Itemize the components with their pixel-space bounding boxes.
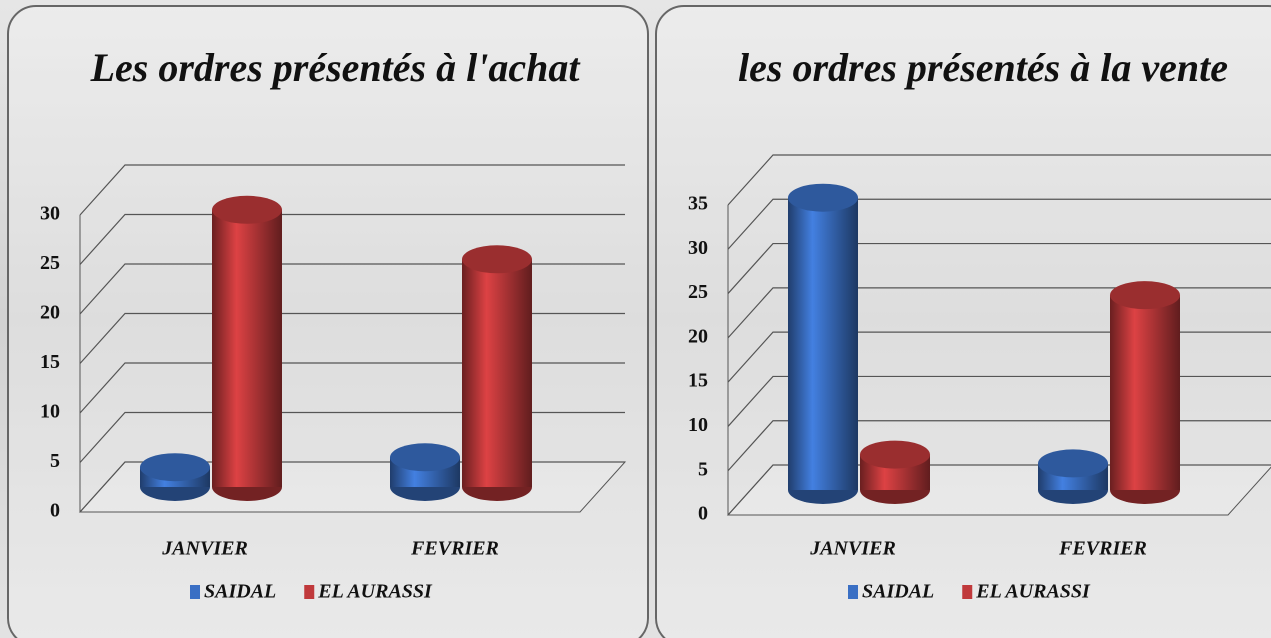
- bar: [1038, 449, 1108, 504]
- bar: [462, 245, 532, 501]
- bar-top: [390, 443, 460, 472]
- legend-label: EL AURASSI: [975, 581, 1091, 603]
- legend-label: SAIDAL: [862, 581, 934, 603]
- grid-line: [79, 411, 625, 463]
- y-tick-label: 30: [40, 203, 60, 225]
- bar: [788, 183, 858, 504]
- x-tick-label: JANVIER: [161, 538, 248, 560]
- legend-label: EL AURASSI: [317, 581, 433, 603]
- chart-title: les ordres présentés à la vente: [738, 45, 1228, 90]
- y-tick-label: 25: [688, 281, 708, 303]
- bar: [860, 440, 930, 504]
- bar: [140, 453, 210, 501]
- y-tick-label: 0: [698, 503, 708, 525]
- chart-title: Les ordres présentés à l'achat: [90, 45, 582, 90]
- y-tick-label: 20: [40, 302, 60, 324]
- grid-line: [727, 242, 1271, 294]
- legend-label: SAIDAL: [204, 581, 276, 603]
- bar-top: [1110, 281, 1180, 310]
- bar-top: [1038, 449, 1108, 478]
- bar: [1110, 281, 1180, 504]
- bar-body: [212, 209, 282, 488]
- legend-swatch: [190, 585, 200, 599]
- grid-line: [727, 198, 1271, 250]
- x-tick-label: JANVIER: [809, 538, 896, 560]
- grid-line: [79, 362, 625, 414]
- bar-body: [462, 259, 532, 487]
- bar-body: [788, 197, 858, 490]
- grid-line: [727, 287, 1271, 339]
- x-tick-label: FEVRIER: [410, 538, 499, 560]
- y-tick-label: 30: [688, 237, 708, 259]
- y-tick-label: 35: [688, 193, 708, 215]
- legend-swatch: [304, 585, 315, 599]
- bar-top: [212, 195, 282, 224]
- grid-line: [79, 312, 625, 364]
- bar-body: [1110, 295, 1180, 490]
- bar: [390, 443, 460, 501]
- grid-line: [727, 420, 1271, 472]
- grid-line: [79, 164, 625, 216]
- bar-top: [860, 440, 930, 469]
- grid-line: [79, 213, 625, 265]
- y-tick-label: 0: [50, 500, 60, 522]
- y-tick-label: 25: [40, 252, 60, 274]
- legend-swatch: [848, 585, 858, 599]
- legend-swatch: [962, 585, 973, 599]
- grid-line: [727, 331, 1271, 383]
- grid-line: [79, 263, 625, 315]
- y-tick-label: 5: [698, 458, 708, 480]
- bar-top: [462, 245, 532, 274]
- y-tick-label: 5: [50, 450, 60, 472]
- x-tick-label: FEVRIER: [1058, 538, 1147, 560]
- y-tick-label: 10: [688, 414, 708, 436]
- y-tick-label: 15: [40, 351, 60, 373]
- bar-top: [788, 183, 858, 212]
- panel: [7, 5, 649, 638]
- bar-top: [140, 453, 210, 482]
- y-tick-label: 20: [688, 325, 708, 347]
- grid-line: [727, 154, 1271, 206]
- grid-line: [727, 375, 1271, 427]
- y-tick-label: 15: [688, 370, 708, 392]
- y-tick-label: 10: [40, 401, 60, 423]
- bar: [212, 195, 282, 501]
